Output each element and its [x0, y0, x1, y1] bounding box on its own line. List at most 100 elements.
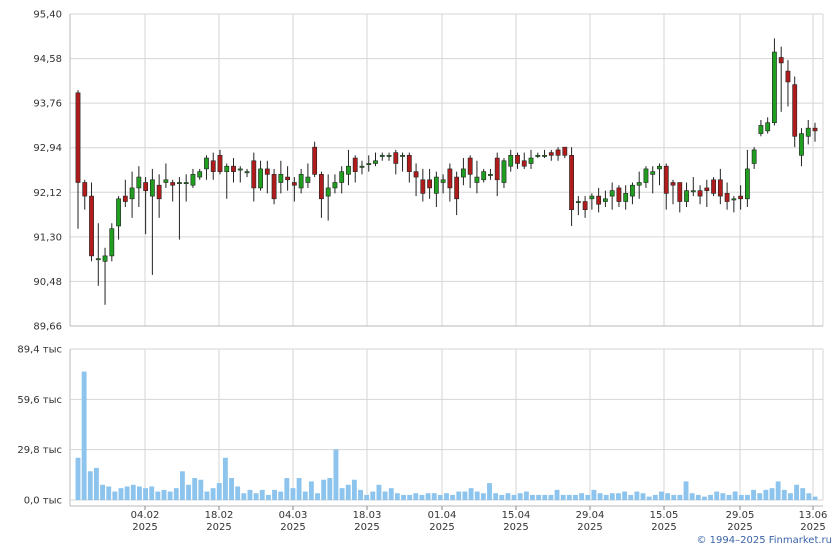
volume-bar [241, 493, 247, 500]
candle-down [285, 176, 291, 181]
price-tick-label: 93,76 [33, 99, 62, 110]
volume-bar [235, 486, 241, 500]
volume-bar [523, 491, 529, 500]
volume-bar [425, 493, 431, 500]
candle-down [264, 168, 270, 175]
volume-tick-label: 89,4 тыс [17, 345, 62, 356]
volume-bar [265, 494, 271, 500]
candle-down [697, 190, 703, 197]
x-tick-year: 2025 [577, 522, 602, 533]
volume-bar [112, 491, 118, 500]
volume-bar [462, 491, 468, 500]
candle-up [799, 133, 804, 156]
volume-bar [474, 491, 480, 500]
candle-down [711, 179, 716, 194]
candle-down [143, 182, 149, 191]
volume-bar [812, 496, 818, 500]
volume-bar [278, 491, 284, 500]
candle-down [717, 179, 723, 197]
volume-bar [714, 491, 720, 500]
x-tick-date: 29.05 [726, 510, 755, 521]
volume-bar [167, 491, 173, 500]
candle-up [298, 174, 304, 189]
candle-down [515, 155, 520, 164]
candle-up [183, 182, 189, 185]
volume-bar [450, 494, 456, 500]
candle-up [440, 179, 446, 183]
volume-bar [695, 494, 701, 500]
volume-bar [573, 494, 578, 500]
candle-up [575, 201, 581, 204]
volume-bar [290, 488, 296, 500]
volume-bar [247, 489, 253, 500]
candle-down [616, 187, 622, 202]
candle-up [325, 187, 331, 197]
volume-bar [505, 493, 511, 500]
candle-down [663, 165, 669, 194]
candle-down [82, 182, 88, 197]
volume-bar [173, 488, 179, 500]
candle-down [454, 176, 460, 200]
candle-down [670, 182, 676, 186]
volume-bar [81, 371, 87, 500]
volume-bar [272, 489, 277, 500]
volume-bar [530, 494, 535, 500]
volume-bar [358, 489, 363, 500]
x-tick-date: 01.04 [428, 510, 457, 521]
volume-bar [468, 488, 474, 500]
volume-bar [192, 478, 198, 500]
volume-bar [683, 481, 689, 500]
volume-bar [364, 494, 370, 500]
price-tick-label: 91,30 [33, 232, 62, 243]
volume-bar [302, 491, 308, 500]
volume-bar [720, 493, 726, 500]
volume-bar [732, 491, 738, 500]
candle-up [346, 165, 351, 175]
copyright-link[interactable]: © 1994–2025 Finmarket.ru [696, 535, 832, 546]
volume-bar [726, 494, 732, 500]
candle-up [224, 165, 230, 172]
x-tick-year: 2025 [503, 522, 528, 533]
x-tick-year: 2025 [354, 522, 379, 533]
volume-bar [677, 494, 683, 500]
volume-bar [308, 481, 314, 500]
candle-down [427, 179, 432, 189]
x-tick-year: 2025 [429, 522, 454, 533]
volume-bar [585, 494, 591, 500]
volume-bar [616, 493, 621, 500]
candle-up [474, 176, 480, 183]
volume-bar [259, 489, 265, 500]
volume-bar [554, 489, 560, 500]
candle-up [237, 168, 243, 171]
volume-bar [351, 479, 357, 500]
candle-down [778, 57, 784, 64]
volume-bar [536, 494, 542, 500]
volume-bar [702, 496, 707, 500]
volume-tick-label: 59,6 тыс [17, 395, 62, 406]
candle-up [366, 163, 372, 165]
candle-down [562, 146, 568, 156]
candle-down [291, 182, 297, 186]
x-tick-year: 2025 [651, 522, 676, 533]
candle-up [136, 176, 142, 189]
x-tick-year: 2025 [132, 522, 157, 533]
volume-bar [566, 494, 572, 500]
candle-up [332, 182, 338, 189]
candle-down [89, 195, 94, 257]
candle-up [643, 168, 649, 183]
candles [75, 38, 818, 305]
volume-bar [689, 493, 695, 500]
volume-bar [659, 491, 664, 500]
candle-down [596, 195, 602, 205]
volume-axis-ticks: 89,4 тыс 59,6 тыс 29,8 тыс 0,0 тыс [17, 345, 62, 507]
volume-bar [628, 494, 634, 500]
volume-bar [253, 493, 259, 500]
price-tick-label: 92,12 [33, 188, 62, 199]
candle-up [109, 228, 115, 257]
volume-bar [542, 494, 548, 500]
candle-down [569, 155, 574, 210]
candle-down [251, 160, 257, 189]
volume-bar [161, 489, 167, 500]
candle-down [231, 165, 236, 172]
volume-bar [376, 484, 382, 500]
